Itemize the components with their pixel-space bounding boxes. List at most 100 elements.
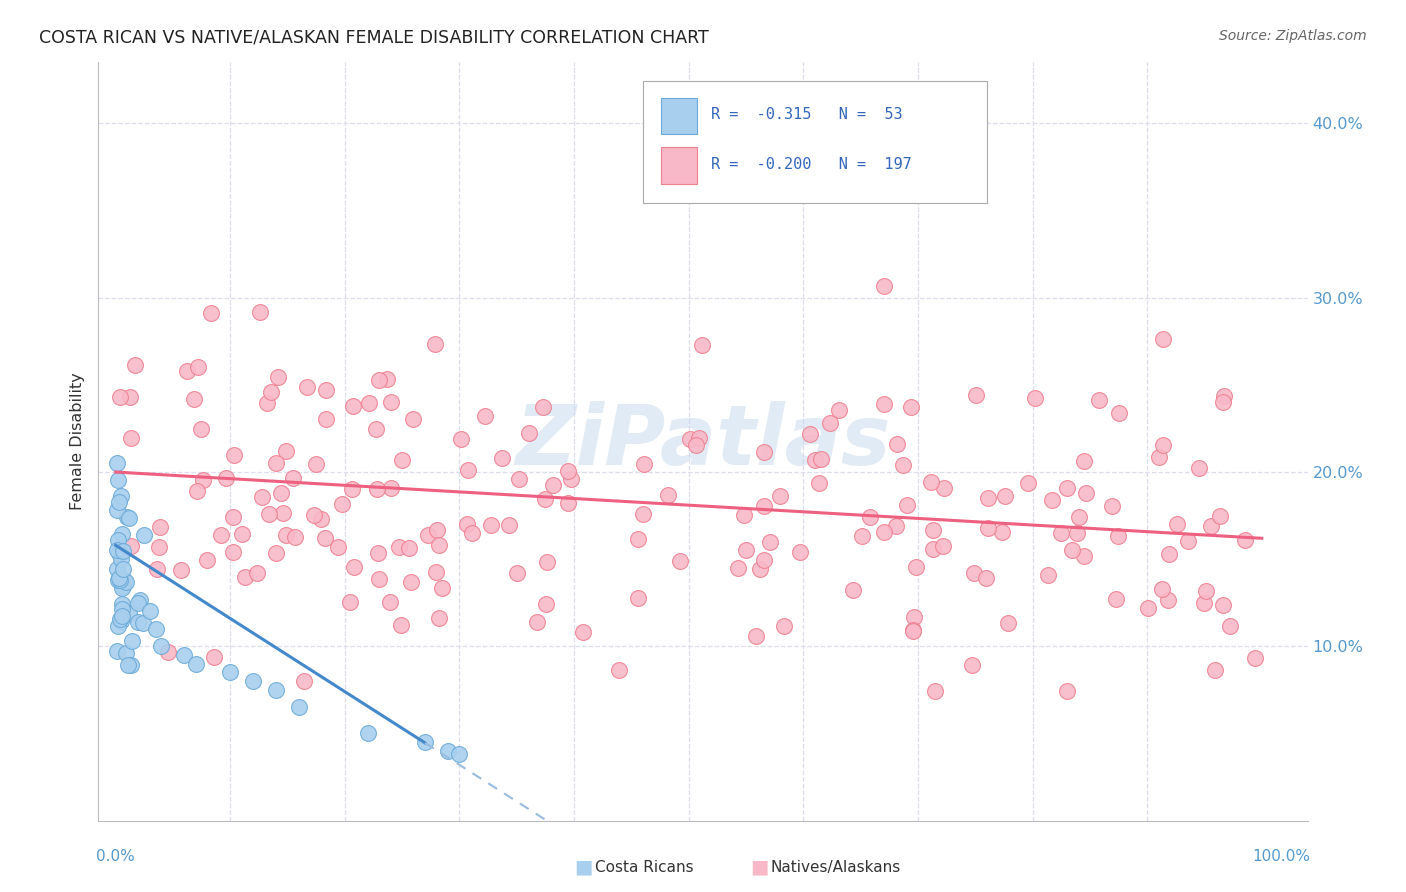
Point bbox=[202, 650, 225, 665]
Point bbox=[314, 531, 336, 545]
Point bbox=[920, 475, 942, 489]
Point bbox=[118, 607, 141, 621]
Text: ZiPatlas: ZiPatlas bbox=[515, 401, 891, 482]
Text: R =  -0.315   N =  53: R = -0.315 N = 53 bbox=[711, 107, 903, 122]
Point bbox=[111, 527, 134, 541]
Point bbox=[690, 338, 713, 352]
Point bbox=[367, 373, 389, 387]
Point bbox=[1244, 651, 1267, 665]
Point bbox=[851, 529, 873, 543]
Point bbox=[735, 543, 758, 558]
Point bbox=[1087, 393, 1109, 408]
Point bbox=[219, 665, 242, 680]
Point bbox=[1036, 567, 1059, 582]
Point bbox=[1166, 517, 1188, 532]
Point bbox=[1024, 392, 1046, 406]
Text: R =  -0.200   N =  197: R = -0.200 N = 197 bbox=[711, 157, 912, 172]
Point bbox=[901, 623, 924, 637]
Point bbox=[221, 510, 243, 524]
Point bbox=[389, 617, 412, 632]
Point bbox=[120, 431, 142, 445]
Point bbox=[450, 432, 472, 446]
Point bbox=[744, 628, 766, 642]
Point bbox=[139, 605, 162, 619]
Point bbox=[340, 482, 363, 496]
Point bbox=[367, 572, 389, 586]
Point bbox=[209, 528, 232, 542]
Point bbox=[932, 540, 955, 554]
Point bbox=[1060, 542, 1083, 557]
Point bbox=[994, 489, 1017, 503]
Text: Natives/Alaskans: Natives/Alaskans bbox=[770, 860, 901, 874]
Point bbox=[121, 634, 143, 648]
Point bbox=[315, 412, 337, 426]
Point bbox=[267, 370, 290, 384]
Point bbox=[120, 539, 142, 553]
Point bbox=[110, 552, 132, 566]
Point bbox=[302, 508, 325, 522]
Point bbox=[402, 412, 425, 426]
Point bbox=[246, 566, 269, 580]
Point bbox=[491, 451, 513, 466]
Point bbox=[127, 597, 149, 611]
Point bbox=[110, 615, 132, 629]
Point bbox=[1108, 406, 1130, 420]
Point bbox=[461, 525, 484, 540]
Point bbox=[111, 602, 134, 616]
Point bbox=[572, 625, 595, 640]
Point bbox=[922, 523, 945, 537]
Point bbox=[997, 616, 1019, 631]
Point bbox=[1213, 389, 1236, 403]
Point bbox=[105, 562, 128, 576]
Point bbox=[669, 554, 692, 568]
Point bbox=[184, 657, 207, 671]
Point bbox=[873, 278, 896, 293]
Text: ■: ■ bbox=[749, 857, 769, 877]
Point bbox=[284, 529, 307, 543]
Point bbox=[1105, 592, 1128, 607]
Point bbox=[339, 595, 361, 609]
Text: ■: ■ bbox=[574, 857, 593, 877]
Point bbox=[758, 534, 780, 549]
Text: Source: ZipAtlas.com: Source: ZipAtlas.com bbox=[1219, 29, 1367, 43]
Point bbox=[111, 543, 134, 558]
Point bbox=[1192, 596, 1215, 610]
Point bbox=[963, 566, 986, 580]
Point bbox=[924, 684, 946, 698]
Point bbox=[828, 402, 851, 417]
Point bbox=[357, 396, 380, 410]
Point bbox=[449, 747, 471, 762]
Point bbox=[1147, 450, 1170, 464]
Point bbox=[873, 397, 896, 411]
Point bbox=[148, 540, 170, 554]
Point bbox=[1107, 529, 1129, 543]
Point bbox=[315, 383, 337, 397]
Point bbox=[124, 359, 146, 373]
Point bbox=[531, 400, 554, 414]
Point bbox=[249, 305, 271, 319]
Point bbox=[112, 562, 135, 576]
Point bbox=[183, 392, 205, 407]
Point bbox=[173, 648, 195, 662]
Point bbox=[1212, 394, 1234, 409]
Point bbox=[215, 471, 238, 485]
Point bbox=[274, 528, 297, 542]
Point bbox=[903, 610, 925, 624]
Point bbox=[107, 546, 129, 560]
Point bbox=[309, 511, 332, 525]
Point bbox=[105, 502, 128, 516]
Point bbox=[1212, 598, 1234, 612]
Point bbox=[474, 409, 496, 423]
Point bbox=[120, 390, 142, 404]
Point bbox=[557, 464, 579, 478]
Point bbox=[380, 395, 402, 409]
Point bbox=[105, 456, 128, 470]
Point bbox=[1152, 333, 1174, 347]
Point bbox=[145, 562, 167, 576]
Point bbox=[430, 581, 453, 595]
Point bbox=[506, 566, 529, 580]
Point bbox=[1150, 582, 1173, 597]
Point bbox=[342, 399, 364, 413]
Point bbox=[873, 524, 896, 539]
Point bbox=[111, 579, 134, 593]
